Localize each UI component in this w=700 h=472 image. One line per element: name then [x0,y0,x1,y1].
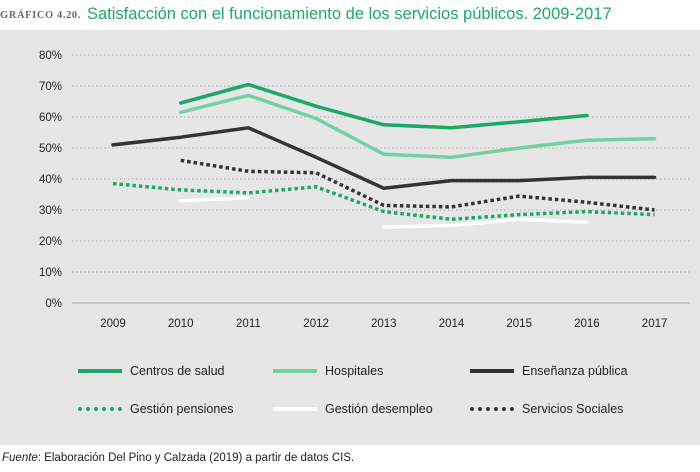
source-label: Fuente [2,452,38,464]
y-tick-label: 60% [39,112,62,124]
y-tick-label: 10% [39,267,62,279]
legend-label: Gestión pensiones [130,402,234,416]
x-tick-label: 2017 [642,318,668,330]
legend-item-centros-de-salud: Centros de salud [78,361,225,381]
legend-swatch [78,369,122,373]
y-tick-label: 0% [45,298,62,310]
chart-legend: Centros de salud Hospitales Enseñanza públ… [0,30,700,445]
series-line-gestion-desempleo [178,195,589,229]
x-tick-label: 2009 [100,318,126,330]
x-tick-label: 2010 [168,318,194,330]
y-tick-label: 30% [39,205,62,217]
legend-item-gestion-desempleo: Gestión desempleo [273,399,433,419]
legend-swatch [470,407,514,411]
series-line-ensenanza-publica [111,126,657,191]
y-tick-label: 80% [39,50,62,62]
y-tick-label: 20% [39,236,62,248]
x-tick-label: 2016 [574,318,600,330]
y-tick-label: 50% [39,143,62,155]
legend-label: Centros de salud [130,364,225,378]
x-tick-label: 2015 [506,318,532,330]
source-note: Fuente: Elaboración Del Pino y Calzada (… [2,452,354,464]
legend-item-gestion-pensiones: Gestión pensiones [78,399,234,419]
series-line-servicios-sociales [180,158,655,212]
series-line-gestion-pensiones [112,181,655,222]
x-tick-label: 2013 [371,318,397,330]
legend-label: Servicios Sociales [522,402,624,416]
x-tick-label: 2014 [439,318,465,330]
source-text: : Elaboración Del Pino y Calzada (2019) … [37,452,355,464]
legend-swatch [470,369,514,373]
legend-label: Hospitales [325,364,384,378]
legend-swatch [273,407,317,411]
y-tick-label: 40% [39,174,62,186]
series-line-centros-de-salud [178,82,589,130]
x-tick-label: 2011 [236,318,261,330]
legend-item-ensenanza-publica: Enseñanza pública [470,361,628,381]
legend-item-hospitales: Hospitales [273,361,383,381]
line-chart: 0% 10% 20% 30% 40% 50% 60% 70% 80% 2009 2010 2011 20… [39,50,690,330]
legend-swatch [78,407,122,411]
figure-label: GRÁFICO 4.20. [0,10,82,21]
figure-header: GRÁFICO 4.20. Satisfacción con el funcio… [0,2,700,28]
series-line-hospitales [178,93,657,160]
legend-label: Enseñanza pública [522,364,628,378]
chart-panel: 0% 10% 20% 30% 40% 50% 60% 70% 80% 2009 2010 2011 20… [0,30,700,445]
chart-title: Satisfacción con el funcionamiento de lo… [87,5,612,23]
x-tick-label: 2012 [303,318,329,330]
legend-label: Gestión desempleo [325,402,433,416]
legend-swatch [273,369,317,373]
legend-item-servicios-sociales: Servicios Sociales [470,399,623,419]
y-tick-label: 70% [39,81,62,93]
